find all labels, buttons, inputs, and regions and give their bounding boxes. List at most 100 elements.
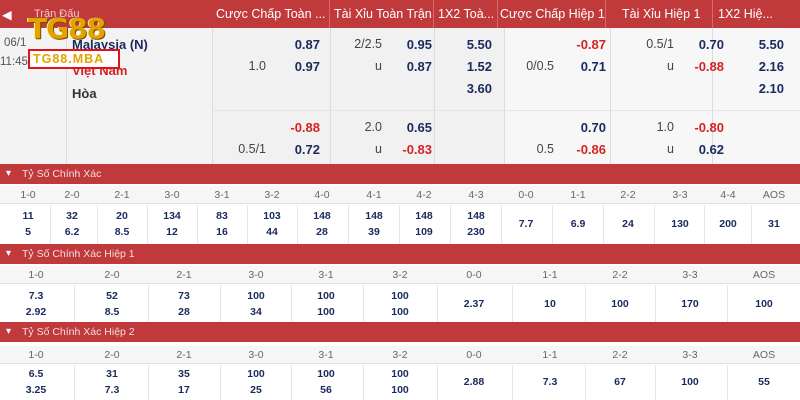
ft-1x2-draw[interactable]: 3.60 xyxy=(466,81,492,96)
header-ft-handicap[interactable]: Cược Chấp Toàn ... xyxy=(216,7,326,21)
score-odds[interactable]: 10 xyxy=(544,298,556,310)
score-odds[interactable]: 35 xyxy=(178,368,190,380)
score-odds[interactable]: 6.2 xyxy=(64,226,80,238)
score-odds[interactable]: 25 xyxy=(250,384,262,396)
section-correct-score[interactable]: ▾ Tỷ Số Chính Xác xyxy=(0,164,800,184)
header-h1-over-under[interactable]: Tài Xỉu Hiệp 1 xyxy=(622,7,701,21)
score-odds[interactable]: 20 xyxy=(116,210,128,222)
score-odds[interactable]: 100 xyxy=(317,306,335,318)
collapse-chevron-icon[interactable]: ▾ xyxy=(6,326,12,337)
score-odds[interactable]: 100 xyxy=(247,290,265,302)
ft-ou-odds[interactable]: 0.95 xyxy=(406,37,432,52)
ft-ou-odds[interactable]: 0.65 xyxy=(406,120,432,135)
h1-handicap-odds[interactable]: 0.71 xyxy=(580,59,606,74)
score-odds[interactable]: 100 xyxy=(317,368,335,380)
h1-ou-odds[interactable]: -0.88 xyxy=(694,59,724,74)
score-odds[interactable]: 100 xyxy=(391,384,409,396)
score-odds[interactable]: 100 xyxy=(611,298,629,310)
h1-ou-odds[interactable]: -0.80 xyxy=(694,120,724,135)
score-odds[interactable]: 17 xyxy=(178,384,190,396)
score-header: 3-1 xyxy=(318,349,334,361)
h1-handicap-odds[interactable]: -0.87 xyxy=(576,37,606,52)
score-odds[interactable]: 6.9 xyxy=(570,218,586,230)
score-odds[interactable]: 44 xyxy=(266,226,278,238)
score-odds[interactable]: 148 xyxy=(365,210,383,222)
score-odds[interactable]: 31 xyxy=(106,368,118,380)
h1-1x2-home[interactable]: 5.50 xyxy=(758,37,784,52)
header-h1-handicap[interactable]: Cược Chấp Hiệp 1 xyxy=(500,7,605,21)
section-correct-score-h2[interactable]: ▾ Tỷ Số Chính Xác Hiệp 2 xyxy=(0,322,800,342)
h1-1x2-draw[interactable]: 2.10 xyxy=(758,81,784,96)
score-odds[interactable]: 55 xyxy=(758,376,770,388)
score-odds[interactable]: 28 xyxy=(178,306,190,318)
score-odds[interactable]: 100 xyxy=(681,376,699,388)
score-odds[interactable]: 230 xyxy=(467,226,485,238)
score-header: 4-0 xyxy=(314,189,330,201)
score-odds[interactable]: 28 xyxy=(316,226,328,238)
score-odds[interactable]: 67 xyxy=(614,376,626,388)
score-odds[interactable]: 8.5 xyxy=(114,226,130,238)
collapse-chevron-icon[interactable]: ▾ xyxy=(6,168,12,179)
score-odds[interactable]: 200 xyxy=(719,218,737,230)
score-odds[interactable]: 134 xyxy=(163,210,181,222)
score-odds[interactable]: 100 xyxy=(755,298,773,310)
ft-ou-odds[interactable]: 0.87 xyxy=(406,59,432,74)
score-odds[interactable]: 100 xyxy=(317,290,335,302)
ft-handicap-odds[interactable]: 0.72 xyxy=(294,142,320,157)
score-odds[interactable]: 83 xyxy=(216,210,228,222)
score-odds[interactable]: 7.3 xyxy=(542,376,558,388)
score-odds[interactable]: 52 xyxy=(106,290,118,302)
score-odds[interactable]: 31 xyxy=(768,218,780,230)
ft-1x2-home[interactable]: 5.50 xyxy=(466,37,492,52)
header-ft-over-under[interactable]: Tài Xỉu Toàn Trận xyxy=(334,7,432,21)
score-odds[interactable]: 6.5 xyxy=(28,368,44,380)
header-ft-1x2[interactable]: 1X2 Toà... xyxy=(438,7,495,21)
score-odds[interactable]: 100 xyxy=(391,290,409,302)
section-correct-score-h1[interactable]: ▾ Tỷ Số Chính Xác Hiệp 1 xyxy=(0,244,800,264)
score-odds[interactable]: 109 xyxy=(415,226,433,238)
ft-handicap-line: 1.0 xyxy=(248,59,266,73)
score-odds[interactable]: 5 xyxy=(25,226,31,238)
score-odds[interactable]: 34 xyxy=(250,306,262,318)
ft-ou-odds[interactable]: -0.83 xyxy=(402,142,432,157)
h1-ou-odds[interactable]: 0.70 xyxy=(698,37,724,52)
ft-handicap-odds[interactable]: -0.88 xyxy=(290,120,320,135)
score-odds[interactable]: 7.7 xyxy=(518,218,534,230)
score-odds[interactable]: 100 xyxy=(391,368,409,380)
score-odds[interactable]: 8.5 xyxy=(104,306,120,318)
score-odds[interactable]: 100 xyxy=(247,368,265,380)
score-odds[interactable]: 7.3 xyxy=(28,290,44,302)
score-odds[interactable]: 100 xyxy=(391,306,409,318)
score-odds[interactable]: 56 xyxy=(320,384,332,396)
score-odds[interactable]: 32 xyxy=(66,210,78,222)
header-h1-1x2[interactable]: 1X2 Hiệ... xyxy=(718,7,773,21)
score-odds[interactable]: 148 xyxy=(467,210,485,222)
collapse-chevron-icon[interactable]: ▾ xyxy=(6,248,12,259)
match-date: 06/1 xyxy=(4,37,27,49)
scroll-left-icon[interactable]: ◀ xyxy=(2,8,12,22)
score-odds[interactable]: 2.92 xyxy=(25,306,47,318)
ft-handicap-odds[interactable]: 0.87 xyxy=(294,37,320,52)
h1-handicap-odds[interactable]: 0.70 xyxy=(580,120,606,135)
score-odds[interactable]: 3.25 xyxy=(25,384,47,396)
score-odds[interactable]: 170 xyxy=(681,298,699,310)
ft-1x2-away[interactable]: 1.52 xyxy=(466,59,492,74)
h1-1x2-away[interactable]: 2.16 xyxy=(758,59,784,74)
ft-handicap-odds[interactable]: 0.97 xyxy=(294,59,320,74)
score-odds[interactable]: 73 xyxy=(178,290,190,302)
score-odds[interactable]: 7.3 xyxy=(104,384,120,396)
h1-handicap-odds[interactable]: -0.86 xyxy=(576,142,606,157)
score-odds[interactable]: 16 xyxy=(216,226,228,238)
h1-ou-odds[interactable]: 0.62 xyxy=(698,142,724,157)
score-odds[interactable]: 130 xyxy=(671,218,689,230)
score-odds[interactable]: 2.37 xyxy=(463,298,485,310)
score-odds[interactable]: 39 xyxy=(368,226,380,238)
score-odds[interactable]: 11 xyxy=(22,210,34,222)
score-odds[interactable]: 24 xyxy=(622,218,634,230)
score-odds[interactable]: 148 xyxy=(313,210,331,222)
home-team[interactable]: Malaysia (N) xyxy=(72,37,148,52)
score-odds[interactable]: 148 xyxy=(415,210,433,222)
score-odds[interactable]: 103 xyxy=(263,210,281,222)
score-odds[interactable]: 2.88 xyxy=(463,376,485,388)
score-odds[interactable]: 12 xyxy=(166,226,178,238)
